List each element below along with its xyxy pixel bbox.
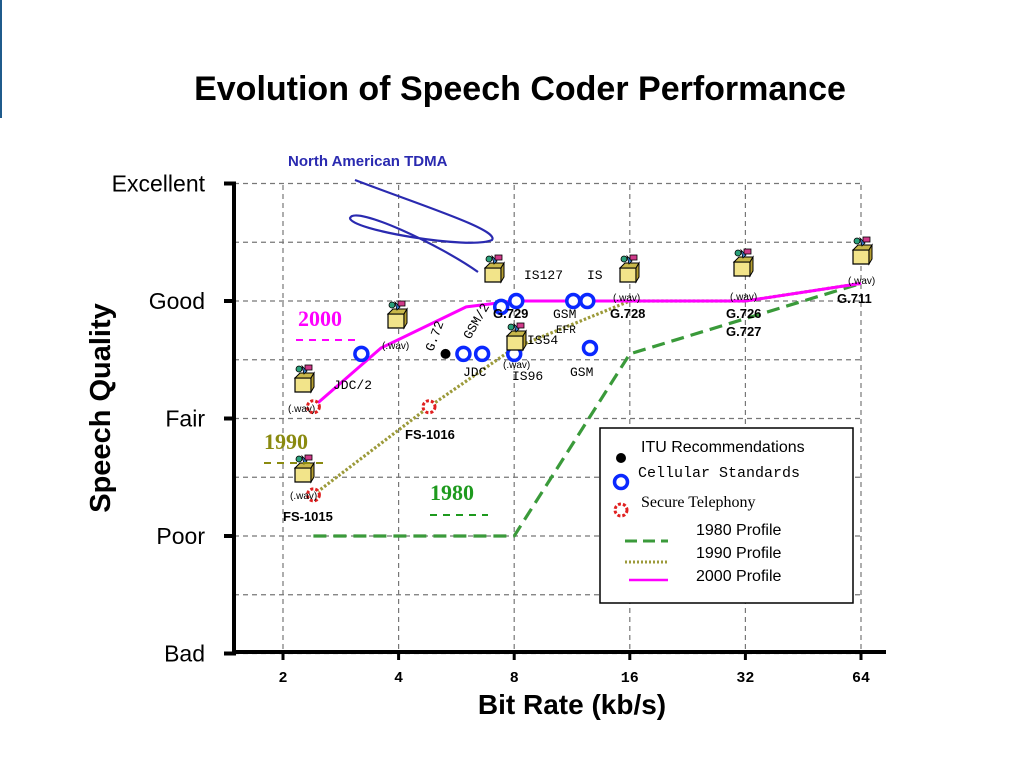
legend-2000: 2000 Profile <box>696 568 781 585</box>
y-tick-label: Poor <box>156 523 205 549</box>
x-tick-label: 32 <box>736 670 754 687</box>
chart-axes <box>224 181 886 660</box>
label-efr: EFR <box>556 325 576 337</box>
sound-icon-2400-2000[interactable]: (.wav) <box>288 364 315 415</box>
label-g72: G.72 <box>423 319 448 353</box>
x-tick-label: 64 <box>852 670 870 687</box>
svg-text:(.wav): (.wav) <box>503 360 530 371</box>
slide-accent-bar <box>0 0 2 118</box>
label-is54: IS54 <box>527 333 558 348</box>
sound-icon-16k[interactable]: (.wav) <box>613 254 640 304</box>
y-tick-label: Fair <box>165 406 205 432</box>
y-axis-label: Speech Quality <box>85 303 117 513</box>
label-gsm: GSM <box>570 365 593 380</box>
year-1980-label: 1980 <box>430 480 474 505</box>
year-2000-label: 2000 <box>298 306 342 331</box>
cellular-point <box>508 292 525 310</box>
x-tick-labels: 2 4 8 16 32 64 <box>278 670 870 687</box>
sound-icon-64k[interactable]: (.wav) <box>848 236 875 287</box>
svg-text:(.wav): (.wav) <box>382 341 409 352</box>
series-line-1980-profile <box>313 281 862 538</box>
itu-point <box>440 348 451 359</box>
svg-text:(.wav): (.wav) <box>730 292 757 303</box>
sound-icon-8k-mid[interactable]: (.wav) <box>503 322 530 371</box>
secure-point <box>305 399 321 415</box>
label-g711: G.711 <box>837 291 872 306</box>
legend-1980: 1980 Profile <box>696 522 781 539</box>
label-is: IS <box>587 268 603 283</box>
legend-cellular-marker <box>612 473 630 491</box>
y-tick-label: Excellent <box>112 171 206 197</box>
label-gsm-efr-top: GSM <box>553 307 576 322</box>
label-is96: IS96 <box>512 369 543 384</box>
x-tick-label: 16 <box>621 670 639 687</box>
label-g726: G.726 <box>726 306 761 321</box>
label-jdc2: JDC/2 <box>333 378 372 393</box>
sound-icon-8k-top[interactable] <box>484 254 505 283</box>
secure-point <box>421 399 437 415</box>
cellular-point <box>492 298 510 316</box>
secure-point <box>305 487 321 503</box>
legend: ITU Recommendations Cellular Standards S… <box>599 427 854 604</box>
sound-icon-32k[interactable]: (.wav) <box>730 248 757 303</box>
year-1990-label: 1990 <box>264 429 308 454</box>
cellular-point <box>353 345 370 363</box>
x-axis-label: Bit Rate (kb/s) <box>478 689 666 720</box>
legend-secure: Secure Telephony <box>641 494 756 511</box>
svg-text:(.wav): (.wav) <box>848 276 875 287</box>
legend-1990: 1990 Profile <box>696 545 781 562</box>
legend-box <box>599 427 854 604</box>
cellular-point <box>565 292 582 310</box>
label-jdc: JDC <box>463 365 487 380</box>
label-is127: IS127 <box>524 268 563 283</box>
label-g727: G.727 <box>726 324 761 339</box>
label-fs1016: FS-1016 <box>405 427 455 442</box>
tdma-annotation: North American TDMA <box>288 153 448 170</box>
sound-icon-fs1015[interactable]: (.wav) <box>290 454 317 502</box>
x-tick-label: 8 <box>510 670 519 687</box>
svg-text:(.wav): (.wav) <box>290 491 317 502</box>
legend-secure-marker <box>613 502 629 518</box>
label-g729: G.729 <box>493 306 528 321</box>
legend-cellular: Cellular Standards <box>638 465 800 482</box>
label-fs1015: FS-1015 <box>283 509 333 524</box>
tdma-callout-line <box>348 178 494 273</box>
sound-icon-4k[interactable]: (.wav) <box>382 300 409 352</box>
x-tick-label: 2 <box>278 670 287 687</box>
svg-text:(.wav): (.wav) <box>288 404 315 415</box>
y-tick-label: Good <box>149 288 205 314</box>
label-g728: G.728 <box>610 306 645 321</box>
y-tick-label: Bad <box>164 641 205 667</box>
cellular-point <box>455 345 472 363</box>
coder-markers <box>305 292 599 503</box>
y-tick-labels: Excellent Good Fair Poor Bad <box>112 171 206 667</box>
svg-text:(.wav): (.wav) <box>613 293 640 304</box>
slide-title: Evolution of Speech Coder Performance <box>194 70 846 108</box>
cellular-point <box>581 339 599 357</box>
cellular-point <box>579 292 596 310</box>
legend-itu: ITU Recommendations <box>641 439 805 456</box>
sound-icons[interactable]: (.wav) (.wav) (.wav) (.wav) (.wav) (.wav… <box>288 236 875 502</box>
legend-itu-marker <box>616 453 626 463</box>
cellular-point <box>473 345 491 363</box>
x-tick-label: 4 <box>394 670 403 687</box>
